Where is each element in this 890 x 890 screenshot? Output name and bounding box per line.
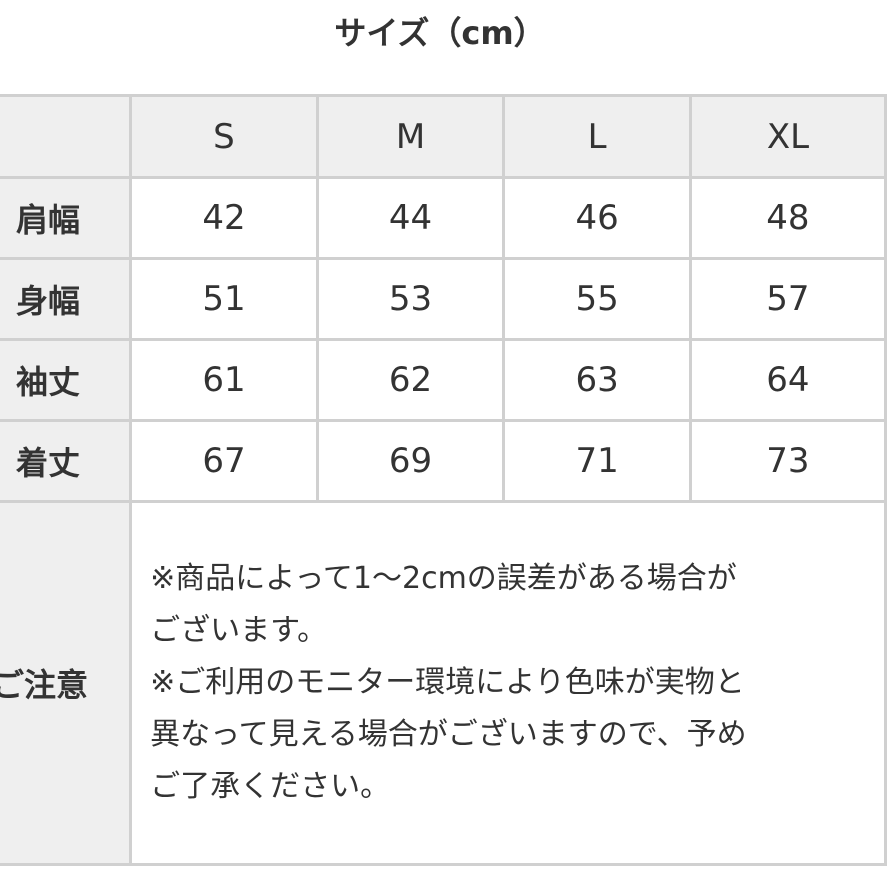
header-size-xl: XL: [688, 94, 888, 179]
cell-value: 71: [502, 419, 692, 503]
row-label: 着丈: [0, 419, 133, 503]
cell-value: 63: [502, 338, 692, 422]
cell-value: 48: [688, 176, 888, 260]
cell-value: 44: [315, 176, 506, 260]
cell-value: 61: [129, 338, 319, 422]
table-row: 袖丈 61 62 63 64: [0, 338, 888, 422]
note-text: ※商品によって1〜2cmの誤差がある場合が ございます。 ※ご利用のモニター環境…: [129, 500, 887, 866]
note-line: 異なって見える場合がございますので、予め: [150, 717, 747, 752]
cell-value: 67: [129, 419, 319, 503]
header-size-s: S: [129, 94, 319, 179]
table-row: 着丈 67 69 71 73: [0, 419, 888, 503]
cell-value: 62: [315, 338, 506, 422]
cell-value: 73: [688, 419, 888, 503]
note-label-cell: ご注意: [0, 500, 133, 866]
cell-value: 42: [129, 176, 319, 260]
row-label: 肩幅: [0, 176, 133, 260]
note-line: ございます。: [150, 613, 328, 648]
note-row: ご注意 ※商品によって1〜2cmの誤差がある場合が ございます。 ※ご利用のモニ…: [0, 500, 887, 866]
note-line: ※商品によって1〜2cmの誤差がある場合が: [150, 561, 737, 596]
cell-value: 57: [688, 257, 888, 341]
cell-value: 51: [129, 257, 319, 341]
table-header-row: S M L XL: [0, 94, 888, 179]
header-corner-cell: [0, 94, 133, 179]
size-table: S M L XL 肩幅 42 44 46 48 身幅 51 53 55 57 袖…: [0, 94, 888, 866]
table-row: 身幅 51 53 55 57: [0, 257, 888, 341]
note-line: ※ご利用のモニター環境により色味が実物と: [150, 665, 745, 700]
row-label: 身幅: [0, 257, 133, 341]
cell-value: 46: [502, 176, 692, 260]
cell-value: 69: [315, 419, 506, 503]
cell-value: 53: [315, 257, 506, 341]
note-label: ご注意: [0, 666, 89, 704]
cell-value: 55: [502, 257, 692, 341]
note-line: ご了承ください。: [150, 769, 391, 804]
page-title: サイズ（cm）: [334, 14, 546, 52]
header-size-m: M: [315, 94, 506, 179]
cell-value: 64: [688, 338, 888, 422]
header-size-l: L: [502, 94, 692, 179]
table-row: 肩幅 42 44 46 48: [0, 176, 888, 260]
row-label: 袖丈: [0, 338, 133, 422]
